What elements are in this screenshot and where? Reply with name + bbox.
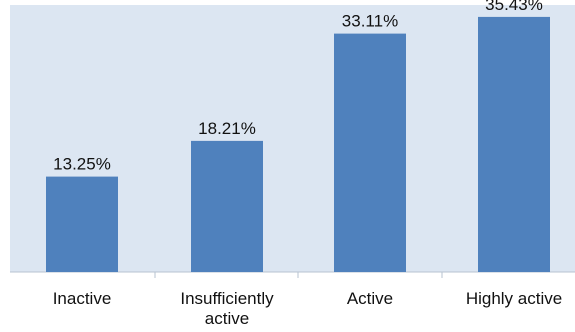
x-tick-label-2: Insufficiently active [152, 289, 302, 329]
x-tick-label-3-line-1: Active [346, 289, 394, 308]
x-tick-label-2-line-1: Insufficiently [180, 289, 274, 308]
bar-2 [191, 140, 263, 272]
x-tick-label-4-line-1: Highly active [465, 289, 563, 308]
data-label-1: 13.25% [53, 155, 111, 174]
x-tick-label-3: Active [295, 289, 445, 309]
data-label-3: 33.11% [342, 12, 398, 31]
x-tick-label-1-line-1: Inactive [52, 289, 112, 308]
bar-1 [46, 176, 118, 272]
x-tick-label-1: Inactive [7, 289, 157, 309]
x-tick-label-2-line-2: active [204, 309, 250, 328]
data-label-2: 18.21% [198, 119, 256, 138]
x-tick-label-4: Highly active [439, 289, 575, 309]
bar-4 [478, 16, 550, 273]
data-label-4: 35.43% [485, 0, 543, 14]
bar-3 [334, 33, 406, 272]
